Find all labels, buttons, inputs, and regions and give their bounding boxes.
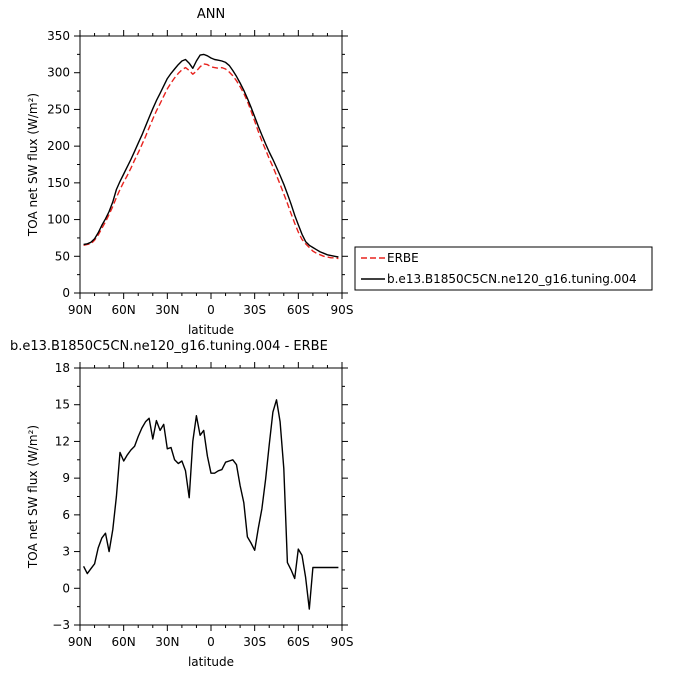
x-axis-label: latitude (188, 323, 234, 337)
y-tick-label: 3 (62, 545, 70, 559)
legend: ERBE b.e13.B1850C5CN.ne120_g16.tuning.004 (354, 246, 653, 291)
x-tick-label: 60N (112, 303, 136, 317)
top-plot: 90N 60N 30N 0 30S 60S 90S 0 50 100 150 200 250 300 350… (26, 7, 353, 337)
y-tick-label: 150 (47, 176, 70, 190)
x-tick-label: 0 (207, 303, 215, 317)
series-line-1 (82, 399, 339, 610)
y-axis-label: TOA net SW flux (W/m²) (26, 425, 40, 569)
legend-label-1: ERBE (387, 251, 419, 265)
y-tick-label: 0 (62, 581, 70, 595)
y-tick-label: 6 (62, 508, 70, 522)
legend-box (354, 246, 653, 291)
x-tick-label: 30N (155, 635, 179, 649)
y-tick-label: 12 (55, 434, 70, 448)
y-tick-label: −3 (52, 618, 70, 632)
y-tick-label: 100 (47, 213, 70, 227)
legend-label-2: b.e13.B1850C5CN.ne120_g16.tuning.004 (387, 272, 637, 286)
y-tick-label: 15 (55, 398, 70, 412)
y-tick-label: 0 (62, 286, 70, 300)
y-tick-label: 200 (47, 139, 70, 153)
x-tick-label: 90N (68, 635, 92, 649)
chart-title: b.e13.B1850C5CN.ne120_g16.tuning.004 - E… (10, 339, 328, 354)
x-tick-label: 60S (287, 303, 310, 317)
y-tick-label: 18 (55, 361, 70, 375)
series-line-2 (83, 53, 339, 258)
plot-frame (79, 35, 343, 294)
y-tick-label: 9 (62, 471, 70, 485)
y-tick-label: 50 (55, 249, 70, 263)
y-tick-label: 250 (47, 102, 70, 116)
x-tick-label: 60S (287, 635, 310, 649)
x-tick-label: 60N (112, 635, 136, 649)
chart-title: ANN (197, 7, 225, 22)
bottom-plot: 90N 60N 30N 0 30S 60S 90S −3 0 3 6 9 12 15 18 b.e13.B18… (10, 339, 353, 669)
x-tick-label: 30N (155, 303, 179, 317)
y-tick-label: 350 (47, 29, 70, 43)
x-tick-label: 30S (243, 303, 266, 317)
series-line-1 (83, 63, 339, 260)
plot-frame (79, 367, 343, 626)
y-tick-label: 300 (47, 66, 70, 80)
x-tick-label: 90S (331, 635, 354, 649)
x-tick-label: 0 (207, 635, 215, 649)
x-axis-label: latitude (188, 655, 234, 669)
x-tick-label: 30S (243, 635, 266, 649)
y-axis-label: TOA net SW flux (W/m²) (26, 93, 40, 237)
x-tick-label: 90N (68, 303, 92, 317)
x-tick-label: 90S (331, 303, 354, 317)
